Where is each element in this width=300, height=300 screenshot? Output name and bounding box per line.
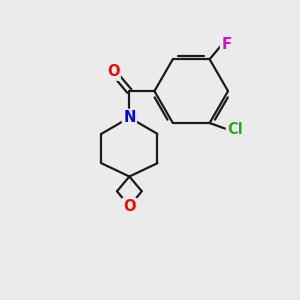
Text: N: N <box>123 110 136 125</box>
Text: O: O <box>123 199 136 214</box>
Text: Cl: Cl <box>227 122 243 137</box>
Text: F: F <box>221 37 231 52</box>
Text: O: O <box>107 64 119 80</box>
